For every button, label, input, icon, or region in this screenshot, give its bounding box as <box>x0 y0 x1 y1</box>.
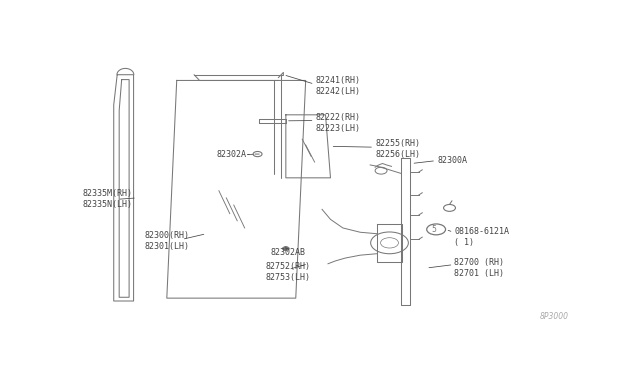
Text: 8P3000: 8P3000 <box>540 312 568 321</box>
Text: 82302A-: 82302A- <box>216 150 251 158</box>
Circle shape <box>282 247 289 251</box>
Text: 82241(RH)
82242(LH): 82241(RH) 82242(LH) <box>316 76 360 96</box>
Text: 82700 (RH)
82701 (LH): 82700 (RH) 82701 (LH) <box>454 258 504 278</box>
Text: 82300(RH)
82301(LH): 82300(RH) 82301(LH) <box>145 231 189 251</box>
Text: 82752(RH)
82753(LH): 82752(RH) 82753(LH) <box>266 262 311 282</box>
Text: 5: 5 <box>431 225 436 234</box>
Text: 82300A: 82300A <box>437 156 467 165</box>
Text: 82222(RH)
82223(LH): 82222(RH) 82223(LH) <box>316 113 360 134</box>
Text: 82255(RH)
82256(LH): 82255(RH) 82256(LH) <box>375 139 420 159</box>
Text: 08168-6121A
( 1): 08168-6121A ( 1) <box>454 227 509 247</box>
Text: 82335M(RH)
82335N(LH): 82335M(RH) 82335N(LH) <box>83 189 132 209</box>
Text: 82302AB: 82302AB <box>271 248 306 257</box>
